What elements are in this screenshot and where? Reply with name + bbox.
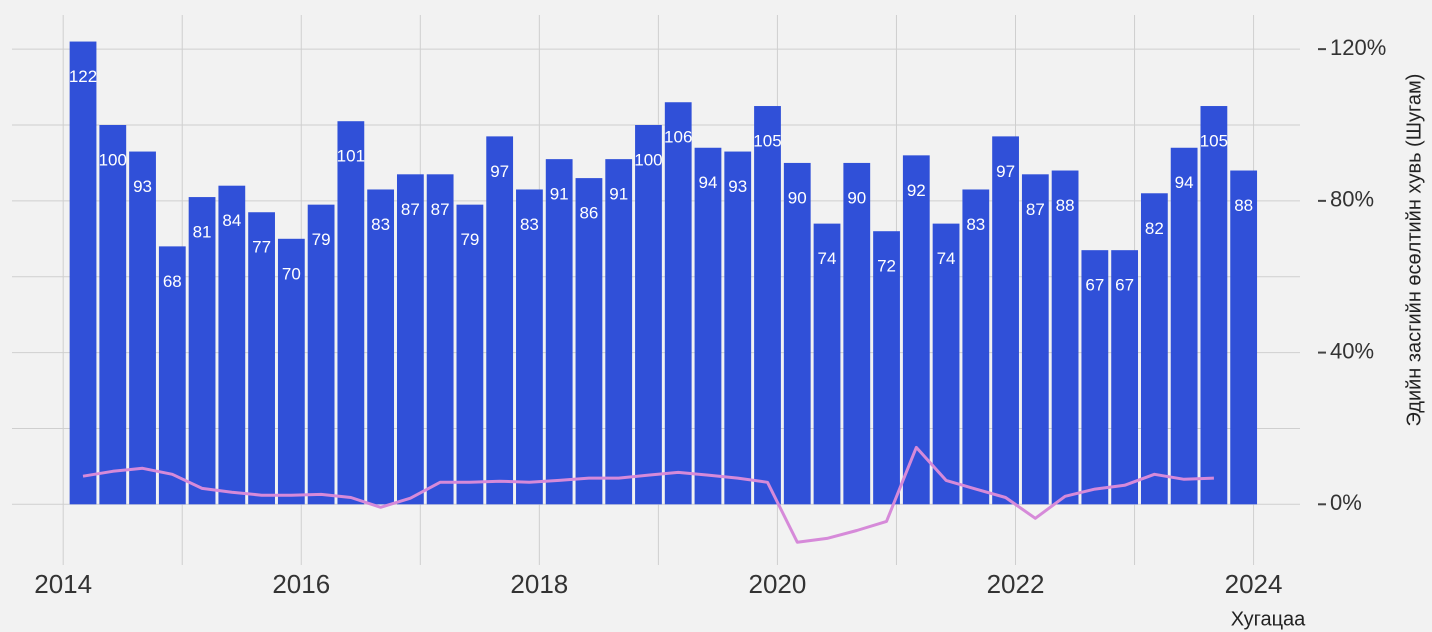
bar-value-label: 97: [996, 162, 1015, 181]
bar-value-label: 86: [579, 204, 598, 223]
bar: [158, 246, 186, 505]
bar: [1140, 193, 1168, 505]
bar: [813, 223, 841, 505]
bar: [1111, 250, 1139, 505]
bar: [367, 189, 395, 505]
bar: [873, 231, 900, 505]
bar-value-label: 82: [1145, 219, 1164, 238]
bar: [664, 102, 692, 505]
bar-value-label: 94: [1175, 173, 1194, 192]
bar: [843, 162, 871, 505]
bar-value-label: 83: [966, 215, 985, 234]
bar-value-label: 106: [664, 128, 692, 147]
x-axis-label: Хугацаа: [1231, 608, 1306, 630]
bar-value-label: 88: [1056, 196, 1075, 215]
bar: [277, 238, 305, 505]
bar-value-label: 97: [490, 162, 509, 181]
bar: [248, 212, 275, 505]
y2-axis-label: Эдийн засгийн өсөлтийн хувь (Шугам): [1403, 74, 1425, 427]
bar: [754, 106, 781, 505]
bar-value-label: 87: [401, 200, 420, 219]
bar-value-label: 84: [222, 211, 241, 230]
y2-tick-label: 80%: [1330, 187, 1374, 212]
bar: [575, 178, 603, 505]
x-tick-label: 2020: [748, 569, 806, 599]
bar: [1051, 170, 1079, 505]
y2-tick-label: 120%: [1330, 35, 1386, 60]
growth-line: [82, 445, 1214, 544]
bar: [129, 151, 156, 505]
bar: [635, 125, 662, 505]
bar-value-label: 83: [520, 215, 539, 234]
y2-tick-label: 0%: [1330, 490, 1362, 515]
bar-value-label: 74: [818, 249, 837, 268]
bar: [1170, 147, 1198, 505]
bar-value-label: 90: [847, 188, 866, 207]
bar: [1200, 106, 1228, 505]
bar-value-label: 100: [634, 150, 662, 169]
bar-value-label: 91: [550, 185, 569, 204]
bar-value-label: 68: [163, 272, 182, 291]
bar: [962, 189, 990, 505]
bar-value-label: 83: [371, 215, 390, 234]
bar: [902, 155, 930, 505]
bar: [724, 151, 752, 505]
bar-value-label: 100: [99, 150, 127, 169]
bar: [69, 41, 97, 505]
bar-value-label: 81: [193, 223, 212, 242]
bar-value-label: 67: [1115, 276, 1134, 295]
bar: [694, 147, 722, 505]
y2-tick-label: 40%: [1330, 338, 1374, 363]
bar-value-label: 93: [728, 177, 747, 196]
bar: [218, 185, 246, 505]
bar: [1081, 250, 1109, 505]
bar-value-label: 87: [1026, 200, 1045, 219]
bar: [1021, 174, 1049, 505]
bar-value-label: 72: [877, 257, 896, 276]
bar-value-label: 67: [1085, 276, 1104, 295]
bar: [545, 159, 573, 505]
x-tick-label: 2018: [510, 569, 568, 599]
bar: [992, 136, 1019, 505]
bar-value-label: 122: [69, 67, 97, 86]
bar: [337, 121, 365, 505]
bar-value-label: 101: [337, 147, 365, 166]
bar-value-label: 74: [937, 249, 956, 268]
bar: [188, 197, 216, 505]
bar: [307, 204, 335, 505]
bar-value-label: 70: [282, 264, 301, 283]
bar-value-label: 92: [907, 181, 926, 200]
bar-value-label: 93: [133, 177, 152, 196]
bar: [783, 162, 811, 505]
bar: [486, 136, 514, 505]
bar: [516, 189, 543, 505]
bar-value-label: 94: [699, 173, 718, 192]
bar-value-label: 105: [753, 132, 781, 151]
bar: [99, 125, 127, 505]
bar-value-label: 105: [1200, 132, 1228, 151]
bar-value-label: 91: [609, 185, 628, 204]
bar: [932, 223, 960, 505]
x-tick-label: 2024: [1225, 569, 1283, 599]
bar-value-label: 88: [1234, 196, 1253, 215]
bar: [396, 174, 424, 505]
x-tick-label: 2014: [34, 569, 92, 599]
bar: [456, 204, 484, 505]
bar-value-label: 90: [788, 188, 807, 207]
bar: [1230, 170, 1258, 505]
bar: [605, 159, 633, 505]
bar: [426, 174, 454, 505]
bar-value-label: 77: [252, 238, 271, 257]
bar-value-label: 79: [312, 230, 331, 249]
bar-value-label: 79: [460, 230, 479, 249]
x-tick-label: 2022: [987, 569, 1045, 599]
x-tick-label: 2016: [272, 569, 330, 599]
bar-value-label: 87: [431, 200, 450, 219]
